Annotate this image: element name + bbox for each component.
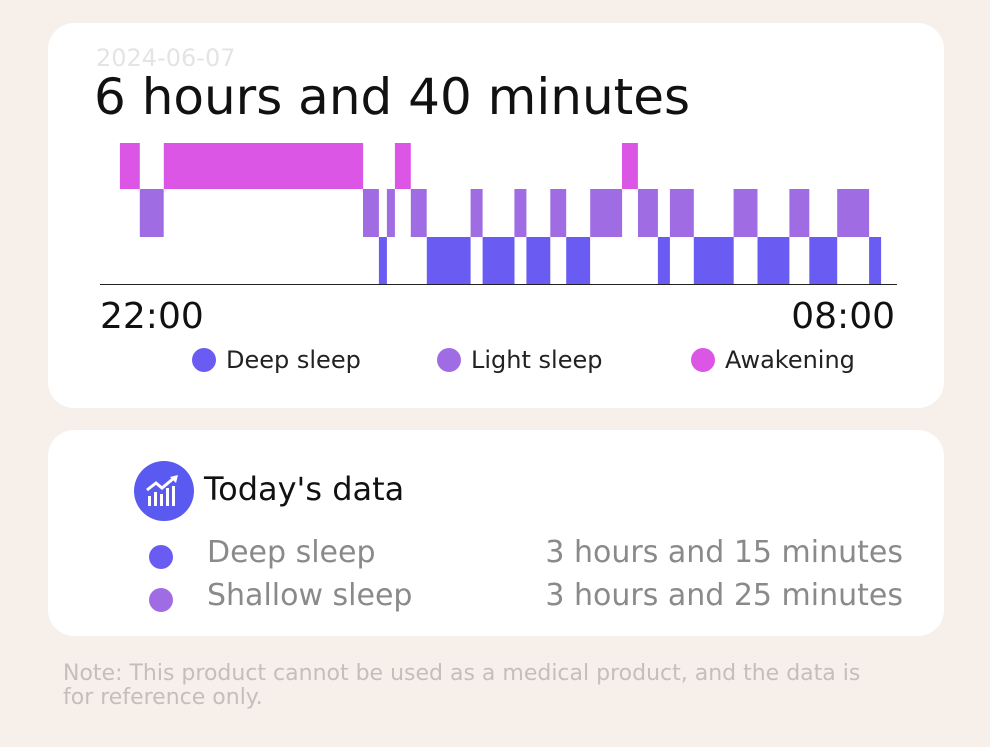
awakening-dot-icon (691, 348, 715, 372)
deep-sleep-dot-icon (149, 545, 173, 569)
axis-end-label: 08:00 (791, 296, 895, 337)
sleep-segment-deep-sleep (482, 237, 515, 284)
sleep-segment-deep-sleep (526, 237, 551, 284)
row-value: 3 hours and 15 minutes (545, 535, 903, 570)
legend-item-awake: Awakening (691, 346, 855, 374)
sleep-segment-deep-sleep (757, 237, 790, 284)
sleep-segment-light-sleep (139, 189, 164, 237)
legend-label: Awakening (725, 346, 855, 374)
sleep-segment-deep-sleep (693, 237, 734, 284)
sleep-segment-deep-sleep (657, 237, 670, 284)
sleep-segment-light-sleep (470, 189, 483, 237)
sleep-segment-light-sleep (669, 189, 694, 237)
sleep-summary-card: 2024-06-07 6 hours and 40 minutes 22:00 … (48, 23, 944, 408)
sleep-segment-light-sleep (789, 189, 810, 237)
legend-item-deep: Deep sleep (192, 346, 361, 374)
sleep-segment-awakening (119, 143, 140, 189)
today-row-shallow: Shallow sleep 3 hours and 25 minutes (48, 578, 944, 618)
today-row-deep: Deep sleep 3 hours and 15 minutes (48, 535, 944, 575)
legend-label: Light sleep (471, 346, 603, 374)
sleep-segment-light-sleep (363, 189, 379, 237)
deep-sleep-dot-icon (192, 348, 216, 372)
sleep-segment-light-sleep (733, 189, 758, 237)
sleep-segment-awakening (622, 143, 638, 189)
sleep-segment-awakening (163, 143, 364, 189)
chart-trend-icon (134, 461, 194, 521)
legend-label: Deep sleep (226, 346, 361, 374)
disclaimer-note: Note: This product cannot be used as a m… (63, 661, 861, 710)
sleep-segment-light-sleep (410, 189, 427, 237)
axis-start-label: 22:00 (100, 296, 204, 337)
sleep-date: 2024-06-07 (96, 44, 236, 72)
sleep-segment-awakening (394, 143, 411, 189)
today-title: Today's data (204, 470, 405, 508)
total-sleep-duration: 6 hours and 40 minutes (94, 68, 691, 126)
sleep-segment-light-sleep (638, 189, 658, 237)
sleep-segment-light-sleep (386, 189, 395, 237)
sleep-segment-deep-sleep (809, 237, 838, 284)
sleep-segment-deep-sleep (869, 237, 882, 284)
shallow-sleep-dot-icon (149, 588, 173, 612)
sleep-segment-light-sleep (590, 189, 623, 237)
sleep-segment-deep-sleep (378, 237, 387, 284)
sleep-segment-light-sleep (550, 189, 567, 237)
today-data-card: Today's data Deep sleep 3 hours and 15 m… (48, 430, 944, 636)
row-label: Deep sleep (207, 535, 376, 570)
row-value: 3 hours and 25 minutes (545, 578, 903, 613)
sleep-segment-light-sleep (837, 189, 870, 237)
row-label: Shallow sleep (207, 578, 413, 613)
light-sleep-dot-icon (437, 348, 461, 372)
legend-item-light: Light sleep (437, 346, 602, 374)
sleep-stage-chart (100, 143, 897, 285)
chart-legend: Deep sleep Light sleep Awakening (48, 346, 944, 382)
sleep-segment-deep-sleep (426, 237, 471, 284)
sleep-segment-light-sleep (514, 189, 527, 237)
sleep-segment-deep-sleep (566, 237, 591, 284)
